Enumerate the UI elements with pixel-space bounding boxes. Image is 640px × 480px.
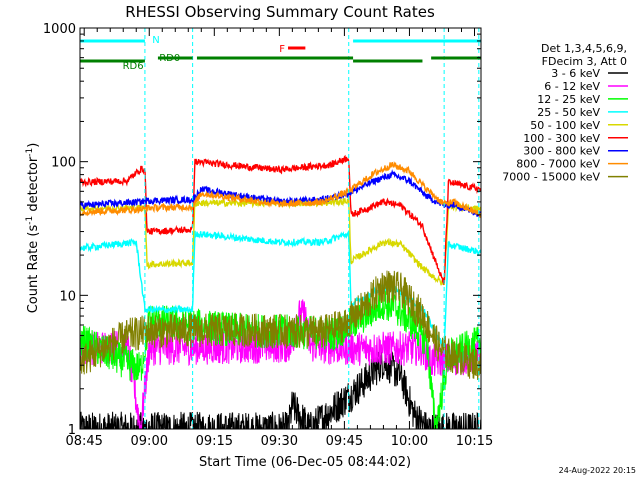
y-axis-label-sup2: -1 xyxy=(25,148,35,157)
series-line xyxy=(80,196,481,286)
y-axis-label-part2: detector xyxy=(26,156,41,216)
series-line xyxy=(80,154,481,286)
x-tick-label: 10:00 xyxy=(391,434,428,449)
legend-entry-label: 25 - 50 keV xyxy=(537,106,600,119)
legend-entry-label: 6 - 12 keV xyxy=(544,80,600,93)
x-tick-label: 09:45 xyxy=(326,434,363,449)
y-axis-label: Count Rate (s-1 detector-1) xyxy=(25,143,41,314)
y-tick-label: 1000 xyxy=(43,22,76,37)
chart-title: RHESSI Observing Summary Count Rates xyxy=(125,3,435,21)
y-tick-label: 10 xyxy=(59,289,76,304)
x-tick-label: 09:30 xyxy=(261,434,298,449)
x-tick-label: 09:00 xyxy=(131,434,168,449)
x-axis-label: Start Time (06-Dec-05 08:44:02) xyxy=(199,455,411,470)
series-layer xyxy=(80,154,481,429)
axis-layer: 1 10 100 1000 08:45 09:00 09:15 09:30 09:45 10:00… xyxy=(43,22,493,449)
y-axis-label-sup1: -1 xyxy=(25,216,35,225)
y-tick-label: 100 xyxy=(51,156,76,171)
series-line xyxy=(80,160,481,218)
series-line xyxy=(80,270,481,380)
annotation-rd6-label: RD6 xyxy=(123,61,144,72)
legend-entry-label: 300 - 800 keV xyxy=(523,145,600,158)
legend-entry-label: 7000 - 15000 keV xyxy=(502,171,600,184)
x-tick-label: 09:15 xyxy=(196,434,233,449)
y-axis-label-part1: Count Rate (s xyxy=(26,225,41,314)
legend-entry-label: 100 - 300 keV xyxy=(523,132,600,145)
legend-entry-label: 50 - 100 keV xyxy=(530,119,600,132)
annotation-n-label: N xyxy=(152,35,159,46)
legend-entry-label: 800 - 7000 keV xyxy=(516,158,600,171)
y-axis-label-part3: ) xyxy=(26,143,41,148)
annotation-f-label: F xyxy=(279,44,285,55)
legend-header-line: Det 1,3,4,5,6,9, xyxy=(541,42,627,55)
x-tick-label: 10:15 xyxy=(456,434,493,449)
timestamp: 24-Aug-2022 20:15 xyxy=(559,466,636,475)
y-tick-label: 1 xyxy=(68,423,76,438)
plot-frame xyxy=(79,27,482,430)
series-line xyxy=(80,348,481,429)
x-tick-label: 08:45 xyxy=(65,434,102,449)
legend-entry-label: 12 - 25 keV xyxy=(537,93,600,106)
legend-entry-label: 3 - 6 keV xyxy=(551,67,600,80)
annotation-rd0-label: RD0 xyxy=(159,53,180,64)
series-line xyxy=(80,169,481,218)
legend-header-line: FDecim 3, Att 0 xyxy=(542,55,627,68)
legend: Det 1,3,4,5,6,9,FDecim 3, Att 03 - 6 keV… xyxy=(502,42,628,184)
